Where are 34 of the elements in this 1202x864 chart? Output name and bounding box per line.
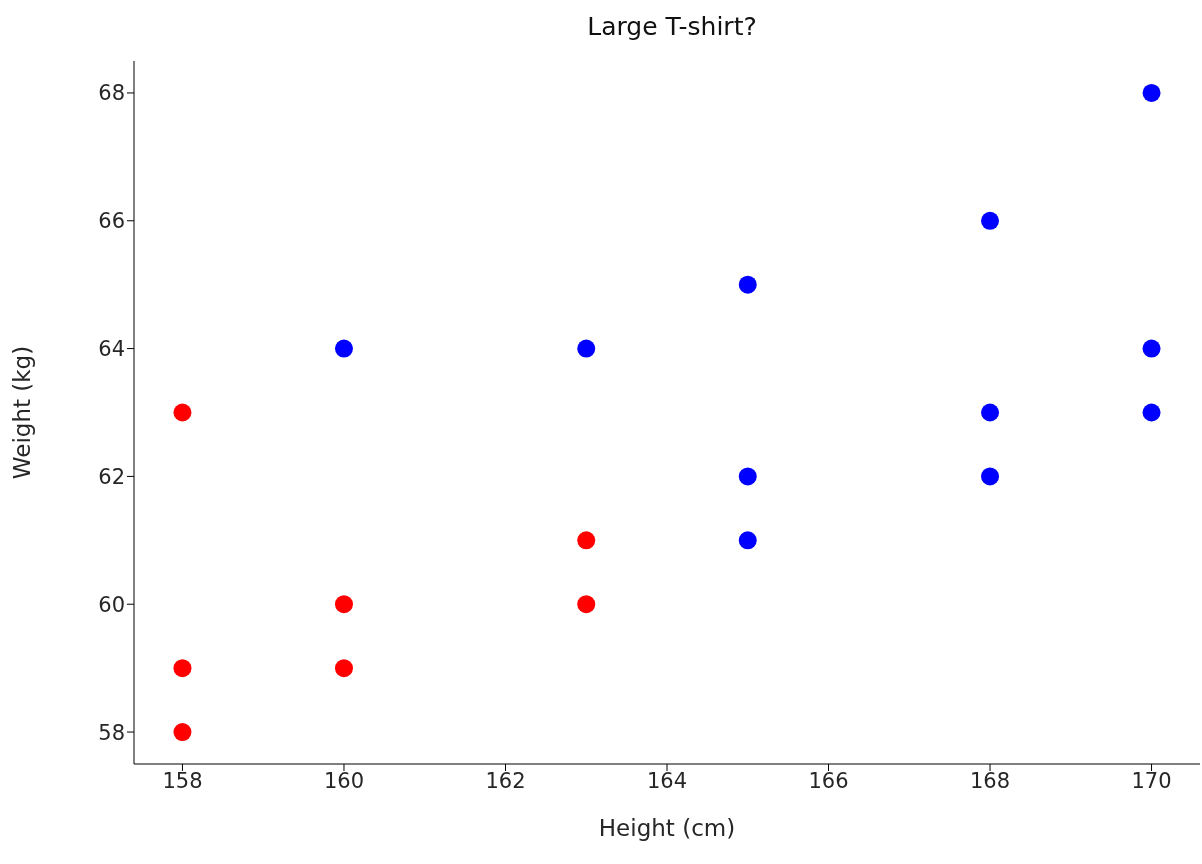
- point: [577, 531, 596, 550]
- point: [1142, 403, 1161, 422]
- point: [173, 659, 192, 678]
- y-tick-label: 62: [98, 464, 125, 489]
- x-tick-label: 164: [646, 768, 688, 793]
- y-tick-label: 68: [98, 81, 125, 106]
- y-tick-label: 58: [98, 720, 125, 745]
- point: [334, 339, 353, 358]
- point: [173, 403, 192, 422]
- point: [981, 403, 1000, 422]
- x-tick-label: 160: [323, 768, 365, 793]
- x-axis-title: Height (cm): [598, 815, 736, 841]
- x-tick-label: 168: [969, 768, 1011, 793]
- point: [577, 339, 596, 358]
- y-tick-label: 60: [98, 592, 125, 617]
- x-tick-label: 162: [485, 768, 526, 793]
- point: [1142, 83, 1161, 102]
- point: [334, 659, 353, 678]
- x-tick-label: 170: [1131, 768, 1172, 793]
- point: [738, 531, 757, 550]
- x-tick-label: 158: [162, 768, 203, 793]
- point: [577, 595, 596, 614]
- point: [334, 595, 353, 614]
- point: [981, 211, 1000, 230]
- chart-title: Large T-shirt?: [586, 12, 758, 41]
- point: [981, 467, 1000, 486]
- point: [1142, 339, 1161, 358]
- y-tick-label: 64: [98, 337, 125, 362]
- y-tick-label: 66: [98, 209, 125, 234]
- y-axis-title: Weight (kg): [9, 345, 36, 480]
- point: [738, 275, 757, 294]
- point: [173, 723, 192, 742]
- point: [738, 467, 757, 486]
- x-tick-label: 166: [808, 768, 849, 793]
